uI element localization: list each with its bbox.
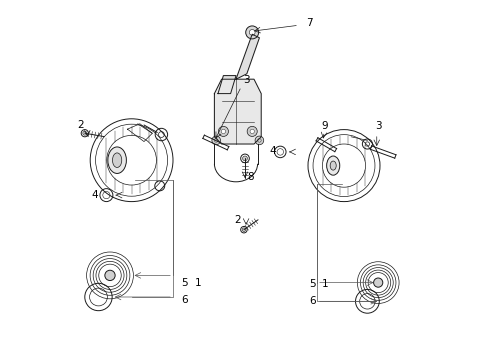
Circle shape bbox=[247, 126, 257, 136]
Circle shape bbox=[255, 136, 264, 145]
Circle shape bbox=[245, 26, 259, 39]
Text: 1: 1 bbox=[195, 278, 201, 288]
Ellipse shape bbox=[327, 156, 340, 175]
Polygon shape bbox=[215, 79, 261, 144]
Circle shape bbox=[83, 131, 87, 135]
Text: 1: 1 bbox=[321, 279, 328, 289]
Text: 5: 5 bbox=[309, 279, 316, 289]
Ellipse shape bbox=[108, 147, 126, 174]
Text: 6: 6 bbox=[309, 296, 316, 306]
Circle shape bbox=[105, 270, 115, 280]
Text: 3: 3 bbox=[376, 121, 382, 131]
Text: 4: 4 bbox=[92, 190, 98, 200]
Circle shape bbox=[242, 228, 245, 231]
Text: 2: 2 bbox=[234, 215, 241, 225]
Circle shape bbox=[250, 129, 254, 134]
Polygon shape bbox=[218, 76, 236, 94]
Circle shape bbox=[249, 30, 255, 35]
Text: 6: 6 bbox=[181, 294, 187, 305]
Circle shape bbox=[219, 126, 228, 136]
Ellipse shape bbox=[330, 161, 336, 170]
Text: 2: 2 bbox=[77, 120, 83, 130]
Text: 8: 8 bbox=[247, 172, 254, 182]
Text: 7: 7 bbox=[306, 18, 313, 28]
Text: 9: 9 bbox=[321, 121, 328, 131]
Text: 5: 5 bbox=[181, 278, 187, 288]
Text: 3: 3 bbox=[244, 75, 250, 85]
Text: 4: 4 bbox=[270, 146, 276, 156]
Circle shape bbox=[221, 129, 225, 134]
Polygon shape bbox=[236, 34, 259, 79]
Ellipse shape bbox=[113, 153, 122, 167]
Circle shape bbox=[243, 156, 247, 161]
Circle shape bbox=[373, 278, 383, 287]
Circle shape bbox=[212, 136, 220, 145]
